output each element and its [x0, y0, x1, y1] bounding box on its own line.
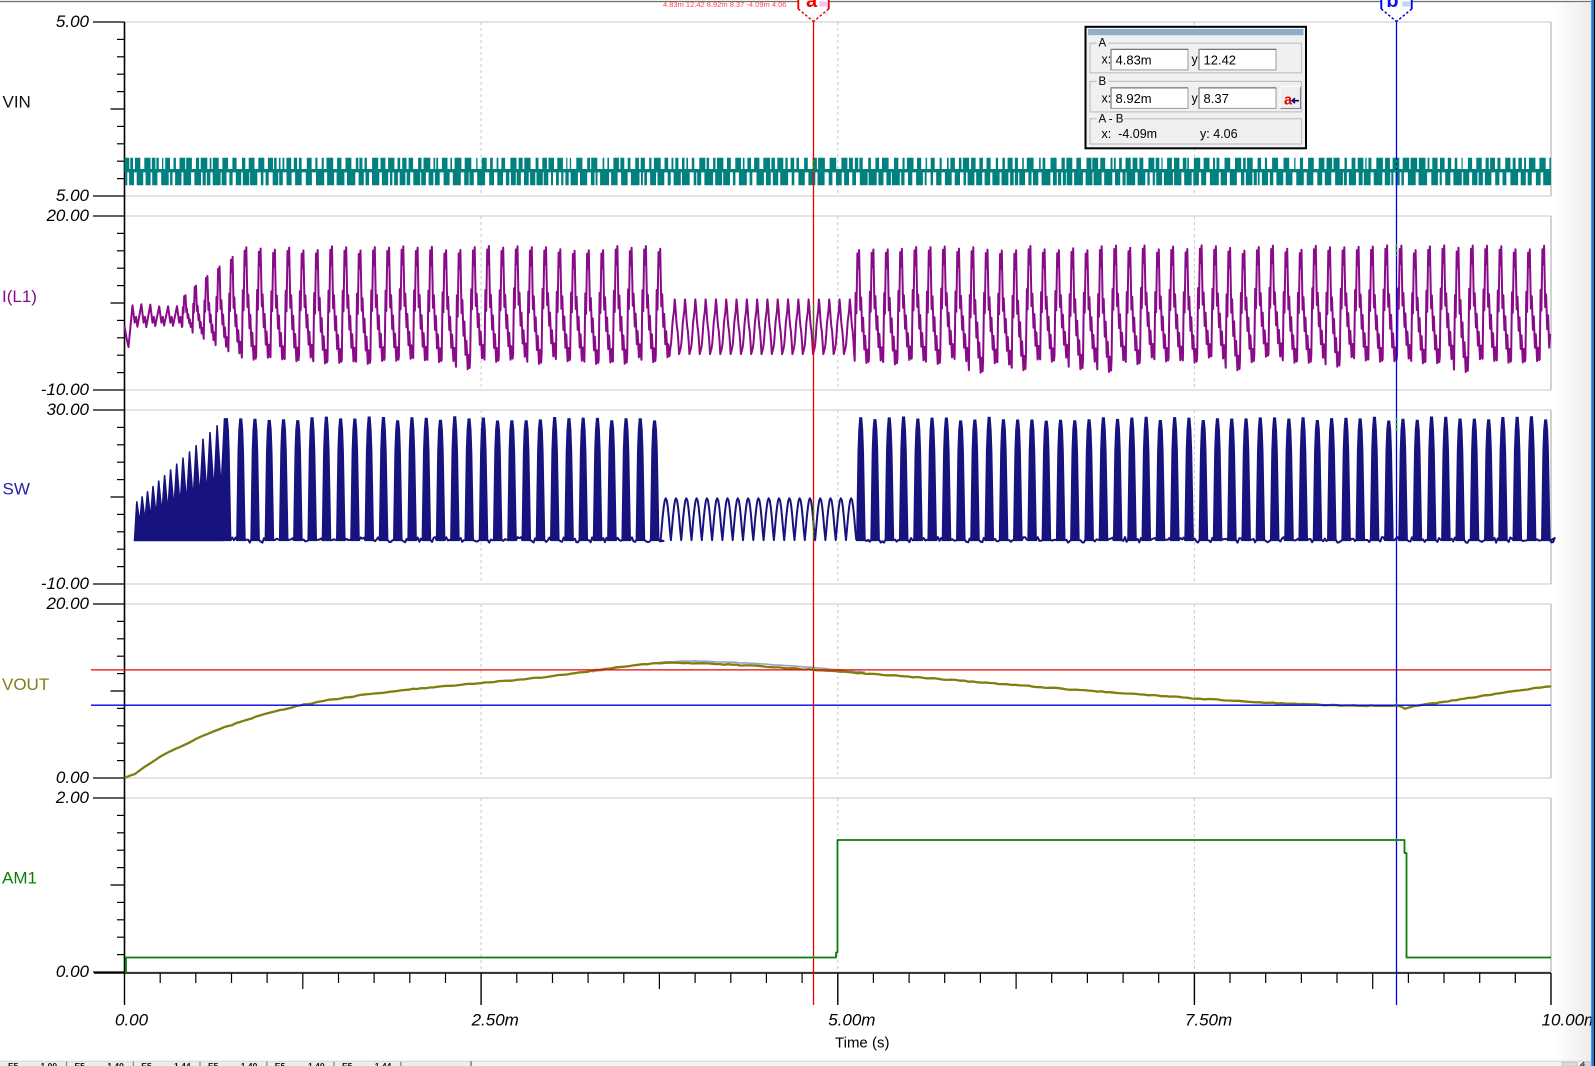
- svg-text:a: a: [806, 0, 818, 12]
- svg-text:x: -4.09m: x: -4.09m: [1102, 127, 1158, 141]
- svg-text:A: A: [1099, 38, 1107, 50]
- svg-text:.....: .....: [22, 1062, 33, 1066]
- svg-text:I(L1): I(L1): [2, 287, 37, 306]
- svg-text:2.00: 2.00: [55, 788, 90, 807]
- svg-text:VIN: VIN: [3, 93, 31, 112]
- svg-text:0.00: 0.00: [56, 768, 90, 787]
- svg-text:a: a: [1284, 93, 1293, 109]
- svg-text:4.83m: 4.83m: [1116, 52, 1152, 67]
- svg-text:8.37: 8.37: [1204, 91, 1229, 106]
- svg-text:8.92m: 8.92m: [1116, 91, 1152, 106]
- svg-text:5.00m: 5.00m: [828, 1011, 875, 1030]
- svg-text:4.83m 12.42 8.92m 8.37 -4.09: 4.83m 12.42 8.92m 8.37 -4.09m 4.06: [663, 0, 786, 9]
- svg-text:E5: E5: [275, 1061, 286, 1066]
- svg-text:0.00: 0.00: [115, 1011, 149, 1030]
- svg-text:1.40: 1.40: [107, 1061, 124, 1066]
- svg-text:.....: .....: [89, 1062, 100, 1066]
- svg-text:1.40: 1.40: [241, 1061, 258, 1066]
- svg-text:.....: .....: [289, 1062, 300, 1066]
- svg-text:.....: .....: [155, 1062, 166, 1066]
- svg-text:20.00: 20.00: [45, 206, 89, 225]
- svg-text:y:: y:: [1192, 91, 1202, 105]
- svg-text:E5: E5: [342, 1061, 353, 1066]
- svg-text:30.00: 30.00: [46, 400, 89, 419]
- svg-text:y: 4.06: y: 4.06: [1200, 127, 1238, 141]
- svg-text:x:: x:: [1102, 53, 1112, 67]
- svg-text:.....: .....: [356, 1062, 367, 1066]
- svg-text:B: B: [1099, 76, 1107, 88]
- svg-text:1.40: 1.40: [308, 1061, 325, 1066]
- svg-text:VOUT: VOUT: [2, 675, 49, 694]
- svg-text:5.00: 5.00: [56, 12, 90, 31]
- svg-text:A - B: A - B: [1099, 113, 1124, 125]
- svg-text:AM1: AM1: [2, 869, 37, 888]
- svg-text:x:: x:: [1102, 91, 1112, 105]
- svg-text:10.00m: 10.00m: [1542, 1011, 1595, 1030]
- svg-text:7.50m: 7.50m: [1185, 1011, 1232, 1030]
- svg-text:E5: E5: [8, 1061, 19, 1066]
- svg-text:-10.00: -10.00: [41, 574, 90, 593]
- svg-text:Time (s): Time (s): [835, 1035, 889, 1052]
- svg-text:20.00: 20.00: [45, 594, 89, 613]
- svg-text:5.00: 5.00: [56, 186, 90, 205]
- svg-text:y:: y:: [1192, 53, 1202, 67]
- svg-text:b: b: [1386, 0, 1398, 12]
- svg-text:SW: SW: [3, 480, 30, 499]
- svg-text:12.42: 12.42: [1204, 52, 1237, 67]
- svg-text:E5: E5: [208, 1061, 219, 1066]
- svg-text:1.44: 1.44: [375, 1061, 392, 1066]
- svg-text:.....: .....: [222, 1062, 233, 1066]
- svg-text:0.00: 0.00: [56, 962, 90, 981]
- svg-text:-10.00: -10.00: [41, 380, 90, 399]
- svg-text:E5: E5: [141, 1061, 152, 1066]
- svg-text:2.50m: 2.50m: [471, 1011, 519, 1030]
- svg-text:E5: E5: [75, 1061, 86, 1066]
- svg-text:1.44: 1.44: [174, 1061, 191, 1066]
- svg-text:1.00: 1.00: [41, 1061, 58, 1066]
